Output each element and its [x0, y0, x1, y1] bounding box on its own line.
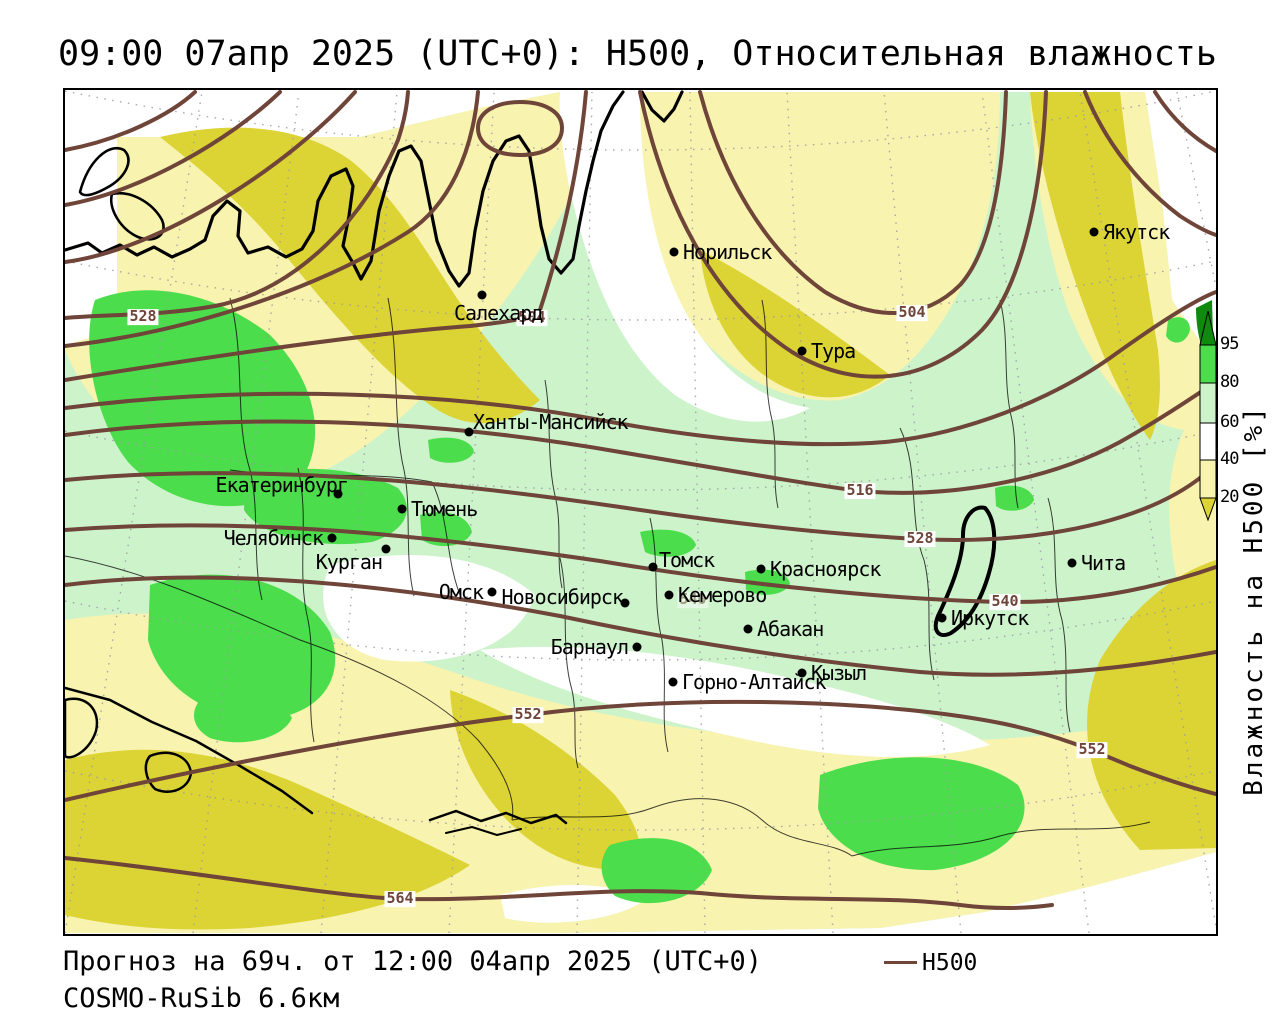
city-label: Красноярск [770, 557, 881, 581]
model-info-text: COSMO-RuSib 6.6км [63, 983, 340, 1014]
city-label: Омск [438, 580, 484, 604]
contour-label: 540 [677, 590, 709, 609]
contour-label: 552 [1076, 740, 1108, 759]
city-dot [477, 290, 487, 300]
city-label: Салехард [454, 301, 543, 325]
city-dot [1067, 558, 1077, 568]
city-dot [797, 668, 807, 678]
humidity-fill-layer [65, 92, 1216, 933]
city-dot [487, 587, 497, 597]
city-label: Якутск [1103, 220, 1170, 244]
lake-baikal [933, 505, 997, 637]
humidity-colorbar [1199, 311, 1217, 522]
city-dot [620, 598, 630, 608]
city-dot [664, 590, 674, 600]
south-state-border [428, 809, 568, 825]
city-label: Курган [315, 550, 383, 574]
page-title: 09:00 07апр 2025 (UTC+0): H500, Относите… [58, 34, 1217, 74]
city-dot [333, 489, 343, 499]
map-canvas [65, 90, 1216, 934]
colorbar-tick-95: 95 [1220, 334, 1240, 354]
contour-label: 504 [896, 303, 928, 322]
forecast-info-text: Прогноз на 69ч. от 12:00 04апр 2025 (UTC… [63, 946, 762, 977]
city-label: Горно-Алтайск [682, 670, 827, 694]
city-dot [1089, 227, 1099, 237]
city-label: Томск [659, 548, 715, 572]
contour-label: 564 [384, 889, 416, 908]
city-dot [397, 504, 407, 514]
city-dot [632, 642, 642, 652]
colorbar-tick-80: 80 [1220, 372, 1240, 392]
h500-legend-line [884, 961, 917, 964]
taymyr-coast [640, 90, 684, 123]
contour-label: 528 [127, 307, 159, 326]
coastline-layer [65, 90, 997, 836]
city-label: Ханты-Мансийск [473, 410, 629, 434]
city-label: Барнаул [550, 635, 629, 659]
city-dot [648, 562, 658, 572]
colorbar-axis-label: Влажность на H500 [%] [1239, 404, 1269, 796]
city-label: Абакан [757, 617, 824, 641]
contour-label: 552 [512, 705, 544, 724]
city-label: Норильск [683, 240, 772, 264]
city-label: Иркутск [951, 606, 1029, 630]
city-dot [743, 624, 753, 634]
novaya-zemlya-south-island [109, 191, 165, 241]
city-dot [756, 564, 766, 574]
contour-label: 504 [516, 308, 548, 327]
city-dot [327, 533, 337, 543]
south-state-border-2 [445, 826, 522, 836]
caspian-edge [65, 697, 99, 759]
city-label: Тура [811, 339, 856, 363]
colorbar-tick-20: 20 [1220, 487, 1240, 507]
city-label: Чита [1081, 551, 1126, 575]
city-dot [464, 427, 474, 437]
city-dot [668, 677, 678, 687]
southwest-state-border [65, 686, 314, 815]
contour-label: 540 [989, 592, 1021, 611]
city-label: Кемерово [678, 583, 767, 607]
aral-lake [144, 751, 193, 793]
h500-contour-layer [65, 90, 1216, 911]
contour-label: 528 [904, 529, 936, 548]
city-label: Тюмень [411, 497, 478, 521]
arctic-coastline [65, 90, 625, 288]
h500-legend-label: H500 [922, 950, 978, 976]
novaya-zemlya-north-island [78, 147, 130, 197]
city-dot [937, 613, 947, 623]
contour-label: 516 [844, 481, 876, 500]
colorbar-tick-60: 60 [1220, 412, 1240, 432]
city-label: Кызыл [811, 661, 867, 685]
city-label: Екатеринбург [215, 473, 349, 497]
colorbar-tick-40: 40 [1220, 449, 1240, 469]
city-label: Челябинск [223, 526, 324, 550]
city-label: Новосибирск [501, 585, 624, 609]
city-dot [381, 544, 391, 554]
city-dot [797, 346, 807, 356]
city-dot [669, 247, 679, 257]
